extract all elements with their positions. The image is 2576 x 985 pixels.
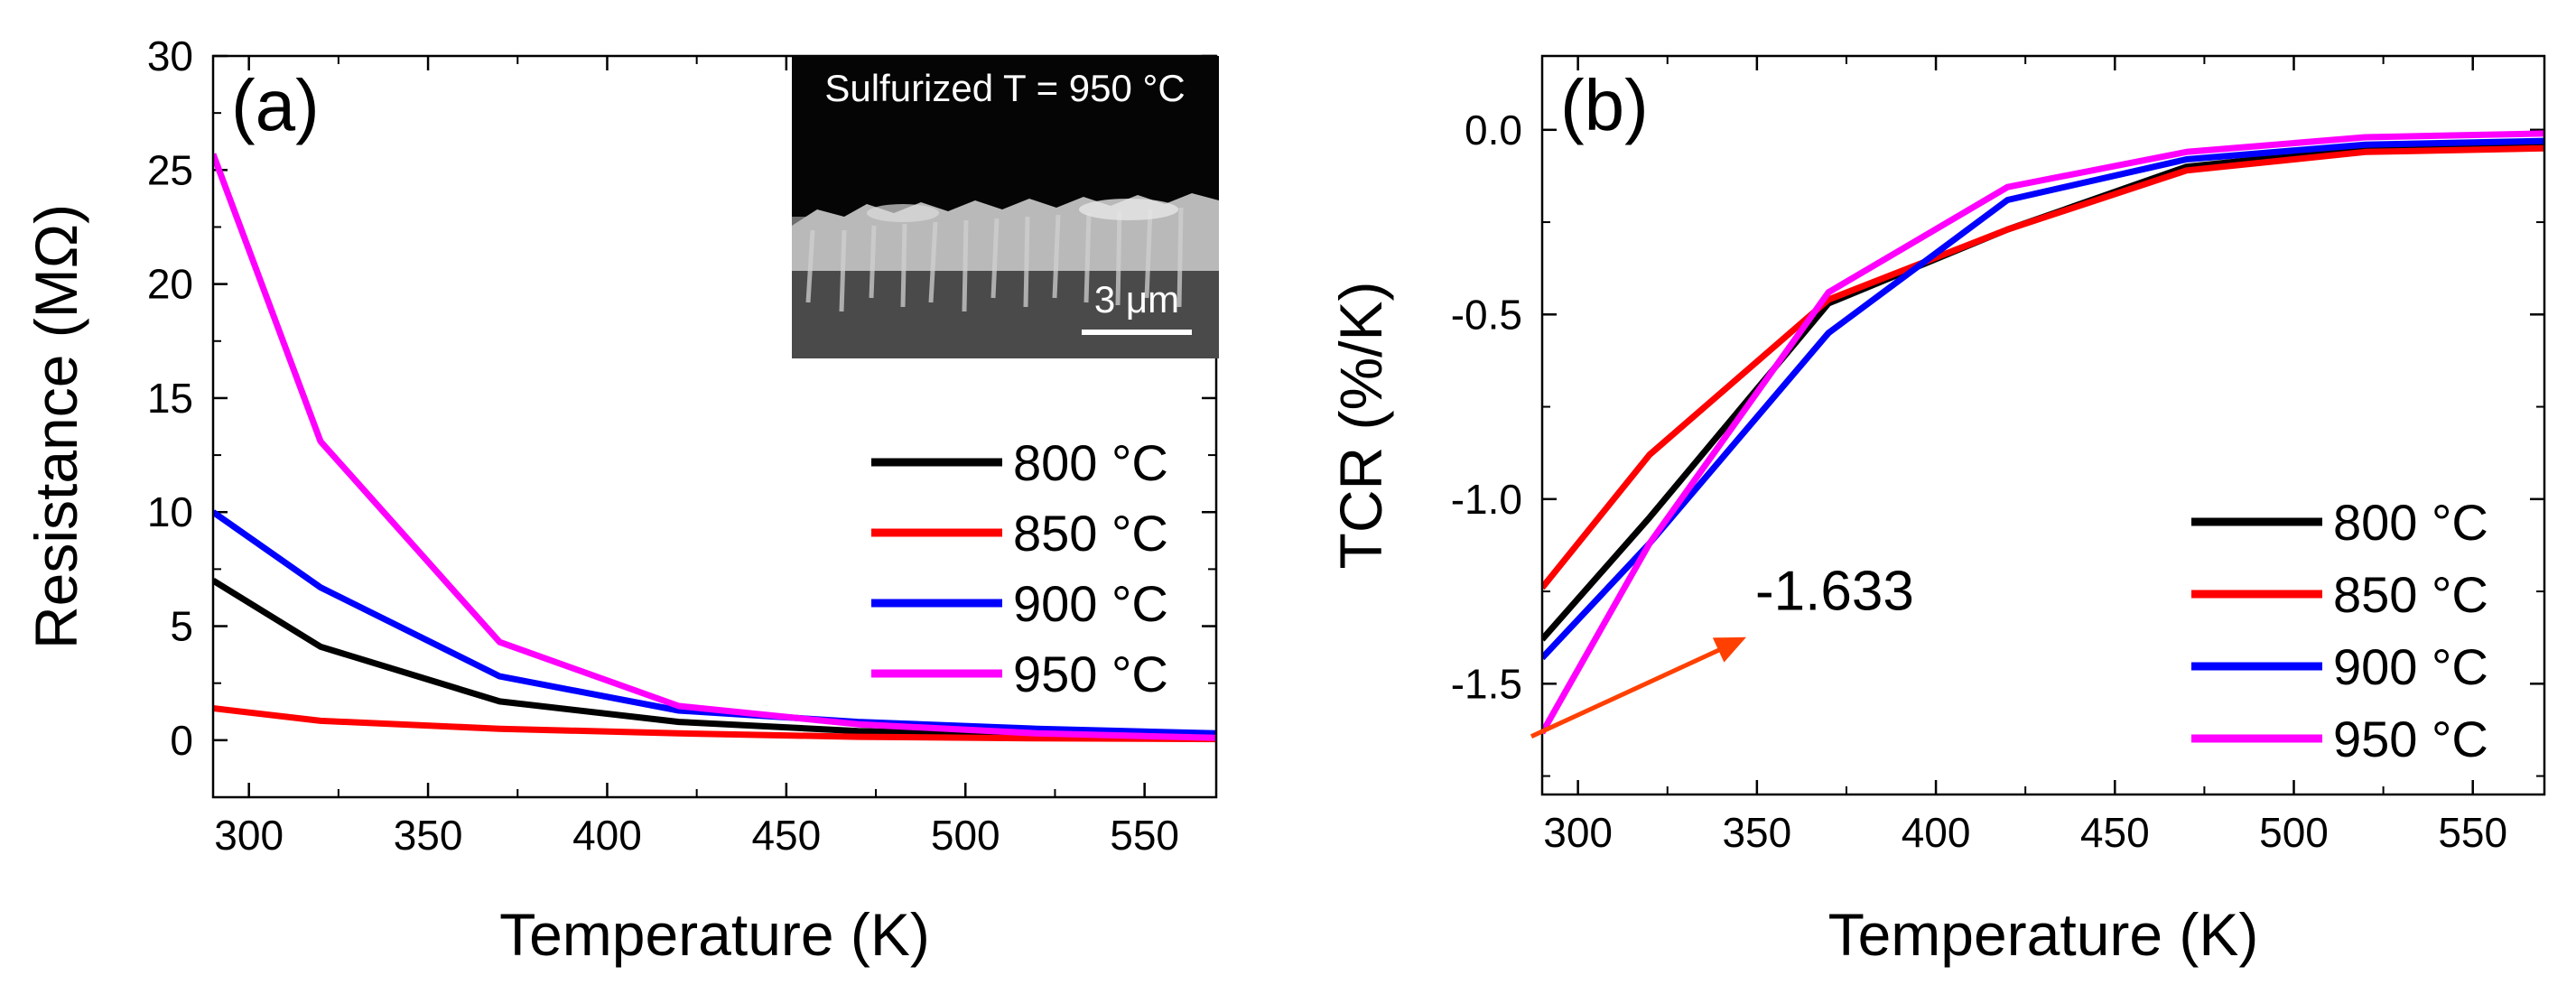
annotation-label: -1.633 (1755, 561, 1914, 623)
a-series-line-4 (213, 153, 1216, 741)
a-y-tick-label: 5 (170, 603, 193, 650)
a-legend-label: 950 °C (1013, 646, 1168, 702)
b-y-tick-label: -1.0 (1451, 476, 1522, 523)
a-x-axis-title: Temperature (K) (499, 901, 930, 968)
a-series-lines (213, 153, 1216, 743)
b-legend: 800 °C 850 °C 900 °C 950 °C (2191, 494, 2488, 767)
a-y-tick-label: 15 (147, 375, 193, 422)
a-legend-label: 900 °C (1013, 575, 1168, 632)
a-legend-label: 800 °C (1013, 434, 1168, 491)
b-axis-ticks: 300 350 400 450 500 550 0.0 -0.5 -1.0 -1.5 (1451, 56, 2544, 856)
annotation-arrow-head (1712, 637, 1746, 663)
a-y-tick-label: 25 (147, 146, 193, 193)
sem-inset-image (792, 56, 1219, 358)
b-x-tick-label: 550 (2438, 809, 2507, 856)
panel-a: 300 350 400 450 500 550 0 5 10 15 20 25 30 (a) Tempe… (23, 33, 1219, 968)
a-panel-label: (a) (231, 65, 320, 145)
a-y-tick-label: 0 (170, 717, 193, 764)
a-legend-label: 850 °C (1013, 505, 1168, 562)
b-y-tick-label: -1.5 (1451, 660, 1522, 707)
a-x-tick-label: 300 (214, 812, 284, 859)
a-x-tick-label: 400 (572, 812, 642, 859)
b-panel-label: (b) (1560, 65, 1649, 145)
a-y-axis-title: Resistance (MΩ) (23, 204, 89, 649)
b-y-axis-title: TCR (%/K) (1327, 282, 1394, 570)
b-x-tick-label: 400 (1902, 809, 1971, 856)
b-legend-label: 800 °C (2333, 494, 2488, 551)
a-series-line-3 (213, 509, 1216, 737)
b-annotation: -1.633 (1530, 561, 1914, 739)
a-x-tick-label: 450 (751, 812, 821, 859)
panel-b: 300 350 400 450 500 550 0.0 -0.5 -1.0 -1.5 (b) Te… (1327, 54, 2546, 968)
b-series-line-4 (1542, 130, 2544, 735)
b-x-tick-label: 300 (1543, 809, 1613, 856)
a-y-tick-label: 30 (147, 33, 193, 79)
inset-caption: Sulfurized T = 950 °C (824, 67, 1185, 109)
a-y-tick-label: 10 (147, 488, 193, 535)
b-x-tick-label: 450 (2080, 809, 2150, 856)
b-series-line-2 (1542, 144, 2544, 590)
a-y-tick-label: 20 (147, 261, 193, 308)
b-y-tick-label: 0.0 (1465, 107, 1522, 153)
b-x-tick-label: 350 (1722, 809, 1791, 856)
b-legend-label: 850 °C (2333, 566, 2488, 623)
b-plot-frame (1540, 54, 2546, 796)
annotation-arrow (1530, 640, 1737, 739)
a-x-tick-label: 550 (1110, 812, 1179, 859)
b-series-lines (1542, 130, 2544, 735)
a-x-tick-label: 350 (394, 812, 463, 859)
scalebar-label: 3 μm (1094, 278, 1179, 321)
a-axis-ticks: 300 350 400 450 500 550 0 5 10 15 20 25 30 (147, 33, 1216, 859)
b-legend-label: 900 °C (2333, 638, 2488, 695)
b-y-tick-label: -0.5 (1451, 291, 1522, 338)
b-legend-label: 950 °C (2333, 711, 2488, 767)
b-x-axis-title: Temperature (K) (1828, 901, 2259, 968)
a-series-line-2 (213, 705, 1216, 743)
a-legend: 800 °C 850 °C 900 °C 950 °C (871, 434, 1168, 702)
a-plot-frame (211, 54, 1218, 799)
b-x-tick-label: 500 (2259, 809, 2329, 856)
a-x-tick-label: 500 (931, 812, 1000, 859)
